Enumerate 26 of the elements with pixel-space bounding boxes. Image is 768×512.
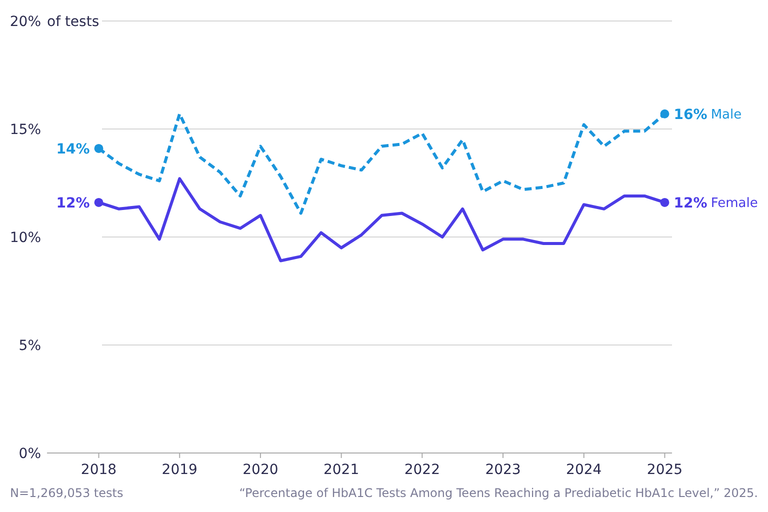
x-tick-label: 2019 xyxy=(162,462,198,478)
text: N=1,269,053 tests xyxy=(10,486,124,500)
data-label: 12% xyxy=(674,195,708,212)
point xyxy=(660,198,670,207)
x-tick-label: 2023 xyxy=(485,462,521,478)
x-tick-label: 2025 xyxy=(646,462,683,478)
x-tick-label: 2024 xyxy=(566,462,602,478)
x-tick-label: 2021 xyxy=(323,462,360,478)
y-tick-label: 15% xyxy=(10,122,41,138)
text: Male xyxy=(710,107,742,122)
data-label: 16% xyxy=(674,106,708,123)
y-tick-label: 0% xyxy=(18,446,41,462)
y-tick-label: 5% xyxy=(18,338,41,354)
y-tick-label: 10% xyxy=(10,230,41,246)
data-label: 12% xyxy=(56,195,90,212)
text: “Percentage of HbA1C Tests Among Teens Reaching a Prediabetic HbA1c Level,” 2025. xyxy=(239,486,758,500)
point xyxy=(660,109,670,118)
text: Female xyxy=(710,196,758,211)
y-tick-label: 20% xyxy=(10,14,41,30)
x-tick-label: 2020 xyxy=(242,462,278,478)
y-axis-title: of tests xyxy=(47,14,100,30)
point xyxy=(94,144,104,153)
x-tick-label: 2018 xyxy=(80,462,117,478)
data-label: 14% xyxy=(56,141,90,158)
point xyxy=(94,198,104,207)
x-tick-label: 2022 xyxy=(404,462,440,478)
